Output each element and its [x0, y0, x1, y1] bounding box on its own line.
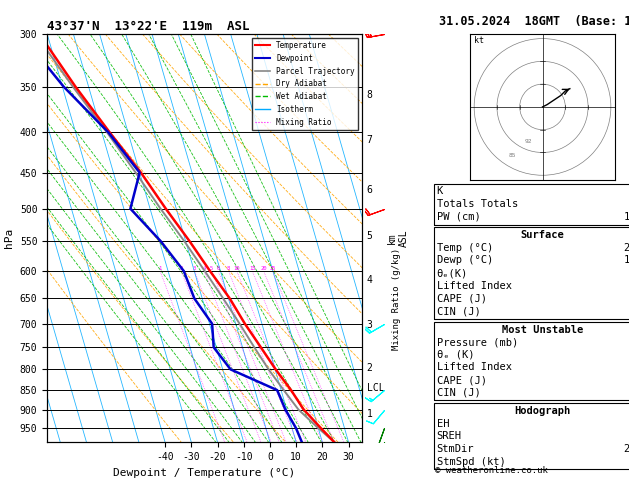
Text: θₑ(K): θₑ(K)	[437, 268, 468, 278]
Text: Pressure (mb): Pressure (mb)	[437, 337, 518, 347]
Text: CAPE (J): CAPE (J)	[437, 375, 486, 385]
Text: 85: 85	[508, 153, 516, 158]
Text: StmSpd (kt): StmSpd (kt)	[437, 457, 505, 467]
Text: Lifted Index: Lifted Index	[437, 363, 511, 372]
Text: SREH: SREH	[437, 432, 462, 441]
Text: CIN (J): CIN (J)	[437, 306, 481, 316]
Text: 43°37'N  13°22'E  119m  ASL: 43°37'N 13°22'E 119m ASL	[47, 20, 250, 33]
Legend: Temperature, Dewpoint, Parcel Trajectory, Dry Adiabat, Wet Adiabat, Isotherm, Mi: Temperature, Dewpoint, Parcel Trajectory…	[252, 38, 358, 130]
Text: 10: 10	[233, 266, 240, 271]
Text: 5: 5	[210, 266, 213, 271]
Text: CAPE (J): CAPE (J)	[437, 294, 486, 303]
Text: kt: kt	[474, 36, 484, 45]
Text: θₑ (K): θₑ (K)	[437, 350, 474, 360]
Y-axis label: hPa: hPa	[4, 228, 14, 248]
Text: 25: 25	[269, 266, 276, 271]
Text: 12.2: 12.2	[623, 256, 629, 265]
Text: Totals Totals: Totals Totals	[437, 199, 518, 209]
Text: Temp (°C): Temp (°C)	[437, 243, 493, 253]
Text: 1: 1	[159, 266, 162, 271]
Text: 6: 6	[216, 266, 220, 271]
Text: StmDir: StmDir	[437, 444, 474, 454]
Text: PW (cm): PW (cm)	[437, 212, 481, 222]
Text: 4: 4	[203, 266, 206, 271]
Text: K: K	[437, 187, 443, 196]
Text: EH: EH	[437, 419, 449, 429]
Text: Most Unstable: Most Unstable	[502, 325, 583, 334]
Text: CIN (J): CIN (J)	[437, 388, 481, 398]
X-axis label: Dewpoint / Temperature (°C): Dewpoint / Temperature (°C)	[113, 468, 296, 478]
Text: Lifted Index: Lifted Index	[437, 281, 511, 291]
Text: Hodograph: Hodograph	[515, 406, 571, 416]
Text: 31.05.2024  18GMT  (Base: 12): 31.05.2024 18GMT (Base: 12)	[439, 15, 629, 28]
Text: 24.6: 24.6	[623, 243, 629, 253]
Text: Mixing Ratio (g/kg): Mixing Ratio (g/kg)	[392, 248, 401, 350]
Text: 1.98: 1.98	[623, 212, 629, 222]
Text: 20: 20	[260, 266, 267, 271]
Text: © weatheronline.co.uk: © weatheronline.co.uk	[435, 467, 548, 475]
Text: Dewp (°C): Dewp (°C)	[437, 256, 493, 265]
Text: 2: 2	[180, 266, 183, 271]
Text: 251°: 251°	[623, 444, 629, 454]
Text: 15: 15	[249, 266, 255, 271]
Text: Surface: Surface	[521, 230, 564, 240]
Text: 8: 8	[227, 266, 230, 271]
Y-axis label: km
ASL: km ASL	[387, 229, 409, 247]
Text: 3: 3	[192, 266, 196, 271]
Text: 92: 92	[525, 139, 532, 144]
